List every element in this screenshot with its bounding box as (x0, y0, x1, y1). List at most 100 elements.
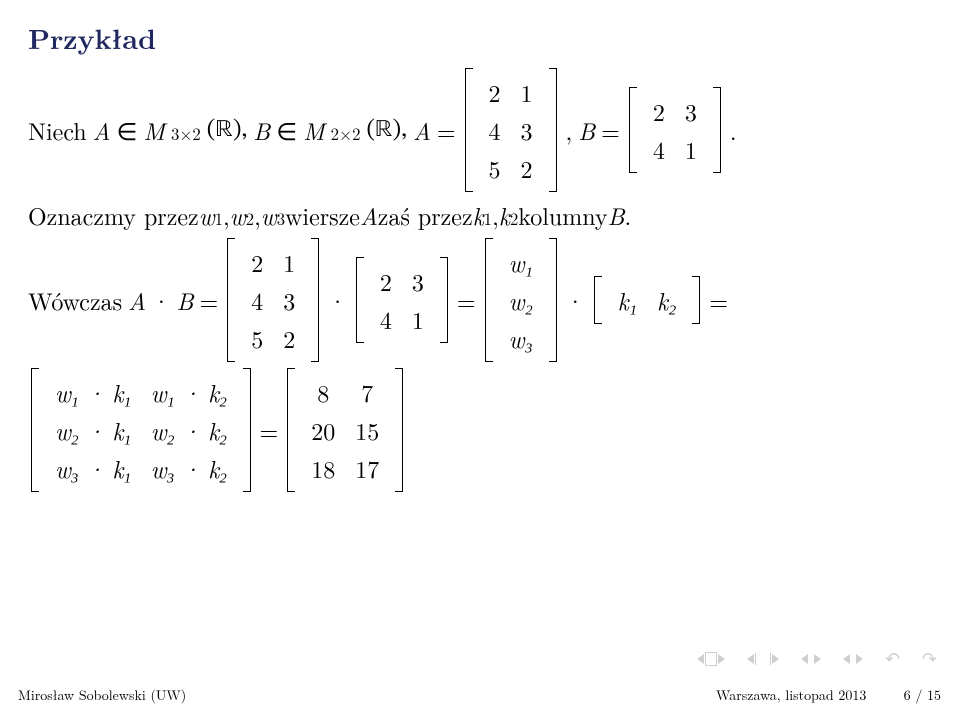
cell: w₂ (499, 281, 543, 319)
var-M: M (143, 113, 165, 147)
nav-next[interactable] (843, 654, 863, 664)
cell: 2 (273, 319, 305, 357)
cell: k₂ (647, 281, 686, 319)
cell: w₃ · k₂ (141, 449, 237, 487)
cell: 4 (643, 130, 675, 168)
sym-eq3: = (709, 283, 728, 317)
cell: 15 (345, 411, 389, 449)
cell: 2 (370, 262, 402, 300)
sym-eq2: = (457, 283, 476, 317)
var-w3: w (261, 198, 277, 232)
sym-eq2: = (601, 113, 620, 147)
matrix-A: 2 1 4 3 5 2 (465, 68, 557, 192)
cell: 4 (241, 281, 273, 319)
text: zaś przez (378, 198, 473, 232)
var-B: B (253, 113, 270, 147)
cell: 7 (351, 373, 383, 411)
line-2: Oznaczmy przez w1 , w2 , w3 wiersze A za… (28, 198, 931, 232)
sub-2x2: 2×2 (331, 121, 361, 145)
matrix-wk: w₁ · k₁ w₁ · k₂ w₂ · k₁ w₂ · k₂ w₃ · k₁ … (31, 368, 251, 492)
cell: 4 (370, 300, 402, 338)
var-M2: M (303, 113, 325, 147)
comma: , (566, 113, 573, 147)
nav-first[interactable] (697, 652, 725, 666)
example-title: Przykład (28, 18, 931, 58)
row-k: k₁ k₂ (594, 276, 701, 324)
matrix-B: 2 3 4 1 (629, 87, 721, 173)
slide: Przykład Niech A ∈ M3×2 (ℝ), B ∈ M2×2 (ℝ… (0, 0, 959, 710)
period: . (624, 198, 631, 232)
set-R: (ℝ), (207, 115, 248, 145)
sym-in: ∈ (117, 113, 138, 147)
line-4: w₁ · k₁ w₁ · k₂ w₂ · k₁ w₂ · k₂ w₃ · k₁ … (28, 368, 931, 492)
set-R2: (ℝ), (366, 115, 407, 145)
cell: w₂ · k₂ (141, 411, 237, 449)
sym-cdot3: · (566, 283, 585, 317)
sub: 2 (246, 206, 254, 230)
sub: 2 (510, 206, 518, 230)
cell: w₁ · k₁ (45, 373, 141, 411)
var-k1: k (473, 198, 484, 232)
cell: 2 (241, 243, 273, 281)
nav-back-icon[interactable]: ↶ (885, 650, 900, 668)
cell: 2 (511, 149, 543, 187)
var-k2: k (499, 198, 510, 232)
cell: 3 (402, 262, 434, 300)
var-Aeq: A (413, 113, 431, 147)
comma: , (223, 198, 230, 232)
matrix-A2: 2 1 4 3 5 2 (227, 238, 319, 362)
text: Wówczas (28, 283, 122, 317)
var-B: B (608, 198, 625, 232)
cell: w₂ · k₁ (45, 411, 141, 449)
nav-forward-icon[interactable]: ↷ (922, 650, 937, 668)
cell: 2 (643, 92, 675, 130)
var-B: B (177, 283, 194, 317)
cell: 1 (511, 73, 543, 111)
vector-w: w₁ w₂ w₃ (485, 238, 557, 362)
nav-prev-section[interactable] (747, 653, 779, 665)
var-w2: w (230, 198, 246, 232)
cell: 2 (479, 73, 511, 111)
var-A: A (360, 198, 378, 232)
sub-3x2: 3×2 (171, 121, 201, 145)
cell: 3 (273, 281, 305, 319)
cell: 4 (479, 111, 511, 149)
cell: 8 (307, 373, 339, 411)
sym-in2: ∈ (276, 113, 297, 147)
sym-eq: = (200, 283, 219, 317)
cell: w₁ (499, 243, 543, 281)
text: Oznaczmy przez (28, 198, 199, 232)
footer-date: Warszawa, listopad 2013 (716, 685, 866, 705)
cell: 5 (479, 149, 511, 187)
matrix-result: 8 7 20 15 18 17 (287, 368, 403, 492)
sym-eq: = (260, 413, 279, 447)
footer-author: Mirosław Sobolewski (UW) (18, 685, 186, 705)
nav-prev[interactable] (801, 654, 821, 664)
text: kolumny (518, 198, 607, 232)
text: Niech (28, 113, 87, 147)
comma: , (492, 198, 499, 232)
var-A: A (128, 283, 146, 317)
nav-controls: ↶ ↷ (697, 650, 937, 668)
sym-cdot: · (152, 283, 171, 317)
cell: 3 (675, 92, 707, 130)
comma: , (254, 198, 261, 232)
sub: 1 (215, 206, 223, 230)
sub: 1 (484, 206, 492, 230)
footer-right: Warszawa, listopad 2013 6 / 15 (716, 685, 941, 705)
line-3: Wówczas A · B = 2 1 4 3 5 2 · 2 3 4 (28, 238, 931, 362)
cell: 3 (511, 111, 543, 149)
cell: 18 (301, 449, 345, 487)
sym-eq: = (437, 113, 456, 147)
cell: w₁ · k₂ (141, 373, 237, 411)
var-A: A (93, 113, 111, 147)
var-B2: B (578, 113, 595, 147)
matrix-B2: 2 3 4 1 (356, 257, 448, 343)
cell: 1 (273, 243, 305, 281)
line-1: Niech A ∈ M3×2 (ℝ), B ∈ M2×2 (ℝ), A = 2 … (28, 68, 931, 192)
var-w1: w (199, 198, 215, 232)
cell: 5 (241, 319, 273, 357)
cell: 1 (402, 300, 434, 338)
footer: Mirosław Sobolewski (UW) Warszawa, listo… (0, 684, 959, 710)
footer-page: 6 / 15 (904, 685, 941, 705)
